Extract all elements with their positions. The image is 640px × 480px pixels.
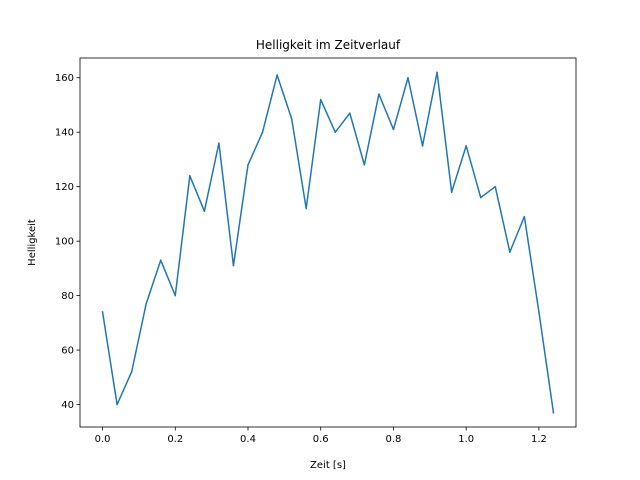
data-point bbox=[116, 403, 118, 406]
data-point bbox=[465, 145, 467, 147]
data-point bbox=[305, 207, 307, 210]
data-point bbox=[189, 175, 191, 177]
data-point bbox=[261, 131, 264, 133]
data-point bbox=[494, 185, 497, 188]
data-point bbox=[552, 411, 555, 414]
plot-area bbox=[80, 58, 576, 427]
data-point bbox=[247, 164, 249, 166]
y-tick-label: 40 bbox=[61, 400, 74, 411]
x-tick-label: 1.2 bbox=[531, 434, 547, 445]
data-point bbox=[334, 131, 337, 133]
y-axis-label: Helligkeit bbox=[27, 219, 38, 266]
x-tick-label: 0.8 bbox=[386, 434, 402, 445]
y-tick-label: 120 bbox=[55, 182, 74, 193]
data-point bbox=[130, 371, 133, 373]
data-point bbox=[538, 311, 540, 313]
data-point bbox=[290, 117, 293, 120]
data-points bbox=[101, 71, 555, 414]
x-tick-label: 1.0 bbox=[458, 434, 474, 445]
y-tick-label: 80 bbox=[61, 291, 74, 302]
data-point bbox=[450, 191, 453, 193]
x-tick-label: 0.6 bbox=[313, 434, 329, 445]
data-point bbox=[276, 74, 278, 76]
x-axis-label: Zeit [s] bbox=[310, 460, 346, 471]
data-point bbox=[392, 128, 395, 131]
y-tick-label: 60 bbox=[61, 346, 74, 357]
data-point bbox=[407, 76, 409, 79]
data-point bbox=[509, 251, 511, 253]
data-point bbox=[159, 259, 162, 261]
data-point bbox=[203, 210, 206, 212]
x-tick-label: 0.4 bbox=[240, 434, 256, 445]
data-point bbox=[145, 303, 147, 305]
data-point bbox=[378, 93, 380, 95]
data-point bbox=[174, 294, 177, 297]
series-line-helligkeit bbox=[101, 71, 555, 414]
data-point bbox=[479, 196, 482, 199]
data-point bbox=[523, 215, 526, 218]
data-point bbox=[319, 98, 322, 101]
x-tick-label: 0.2 bbox=[167, 434, 183, 445]
data-point bbox=[232, 264, 235, 267]
x-tick-label: 0.0 bbox=[95, 434, 111, 445]
plot-frame bbox=[79, 57, 577, 428]
data-point bbox=[349, 112, 351, 114]
y-tick-label: 100 bbox=[55, 237, 74, 248]
data-point bbox=[101, 311, 104, 313]
data-point bbox=[218, 142, 220, 144]
axis-ticks: 0.0 0.2 0.4 0.6 0.8 1.0 1.2 40 60 80 100 120 140 160 bbox=[55, 73, 547, 445]
data-point bbox=[436, 71, 438, 74]
data-point bbox=[363, 164, 366, 166]
y-tick-label: 140 bbox=[55, 128, 74, 139]
chart-title: Helligkeit im Zeitverlauf bbox=[256, 38, 401, 52]
y-tick-label: 160 bbox=[55, 73, 74, 84]
data-point bbox=[421, 145, 424, 147]
